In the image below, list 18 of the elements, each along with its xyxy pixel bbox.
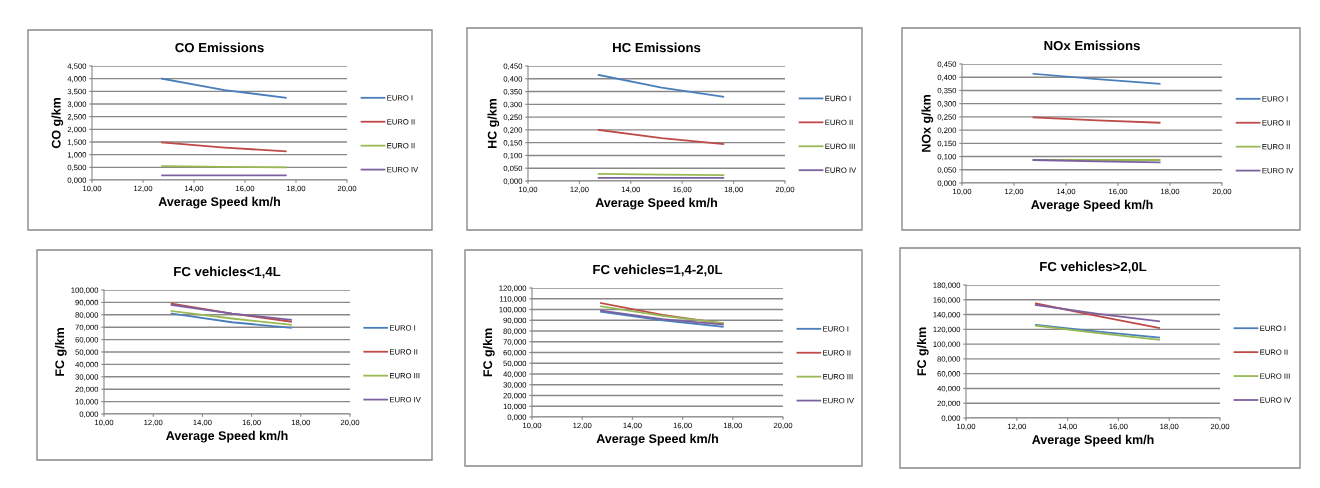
chart-title: FC vehicles<1,4L — [174, 266, 281, 279]
chart-title: FC vehicles>2,0L — [1040, 261, 1147, 274]
y-axis-title: FC g/km — [482, 328, 495, 377]
x-axis-title: Average Speed km/h — [596, 433, 718, 446]
y-axis-title: HC g/km — [487, 98, 500, 149]
x-axis-title: Average Speed km/h — [595, 197, 717, 210]
chart-title: HC Emissions — [613, 42, 701, 53]
chart-title: NOx Emissions — [1044, 40, 1140, 51]
chart-title: FC vehicles=1,4-2,0L — [593, 264, 723, 277]
y-axis-title: FC g/km — [916, 327, 929, 376]
y-axis-title: CO g/km — [51, 98, 64, 149]
x-axis-title: Average Speed km/h — [166, 430, 288, 443]
x-axis-title: Average Speed km/h — [1032, 434, 1154, 447]
y-axis-title: NOx g/km — [921, 95, 934, 152]
x-axis-title: Average Speed km/h — [1031, 199, 1153, 212]
chart-title: CO Emissions — [175, 42, 264, 53]
x-axis-title: Average Speed km/h — [158, 196, 280, 209]
y-axis-title: FC g/km — [54, 328, 67, 376]
